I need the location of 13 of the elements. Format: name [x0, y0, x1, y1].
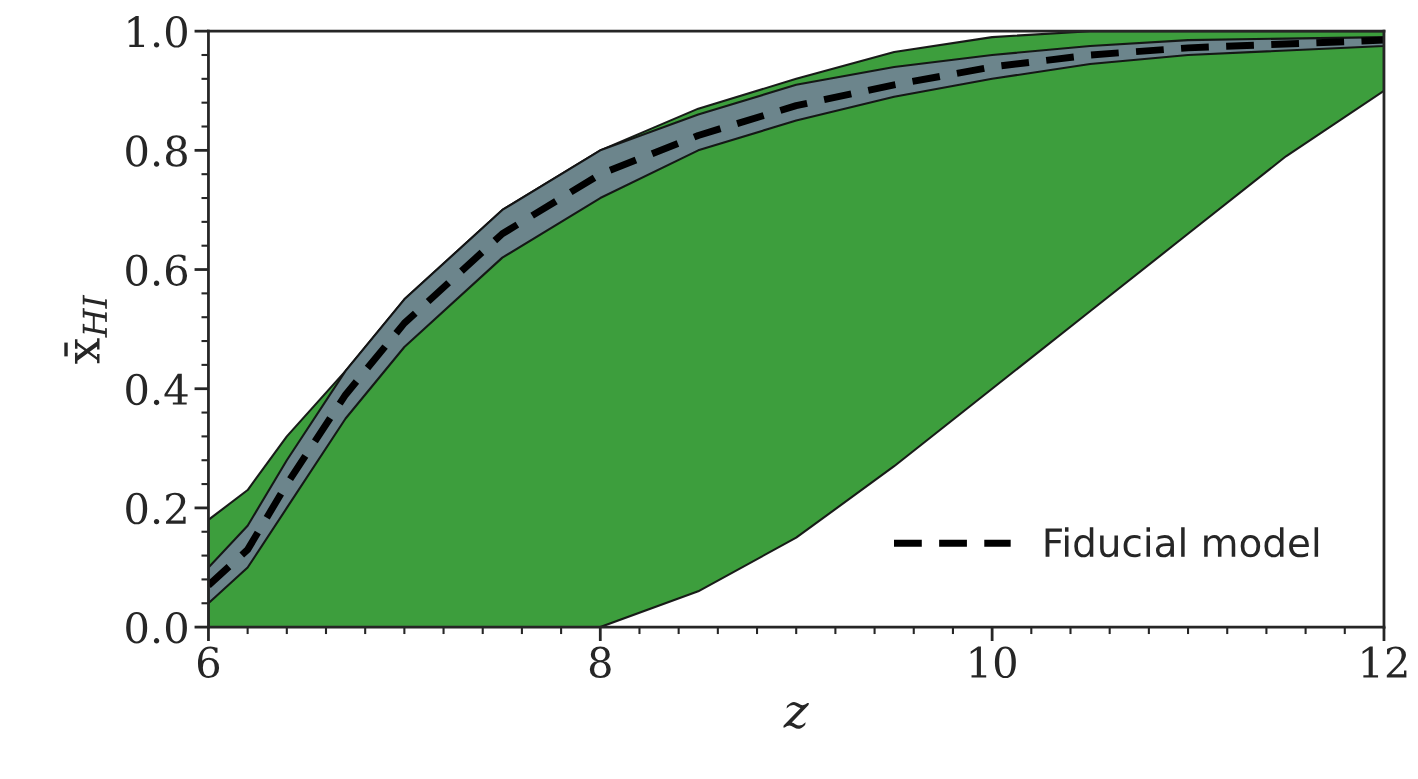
- y-tick-label: 0.6: [126, 254, 188, 286]
- y-tick-label: 0.4: [126, 373, 188, 406]
- y-tick-label: 0.8: [126, 135, 187, 167]
- y-axis-title: x̄$_{HI}$: [64, 294, 107, 364]
- x-tick-label: 10: [970, 646, 1016, 679]
- x-tick-label: 12: [1362, 646, 1407, 678]
- y-tick-label: 0.2: [126, 492, 186, 525]
- x-axis-title: z: [783, 701, 809, 729]
- x-tick-label: 8: [589, 646, 611, 679]
- x-tick-label: 6: [197, 646, 220, 679]
- y-tick-label: 0.0: [126, 612, 187, 644]
- legend-label: Fiducial model: [1045, 527, 1319, 558]
- y-tick-label: 1.0: [128, 16, 187, 48]
